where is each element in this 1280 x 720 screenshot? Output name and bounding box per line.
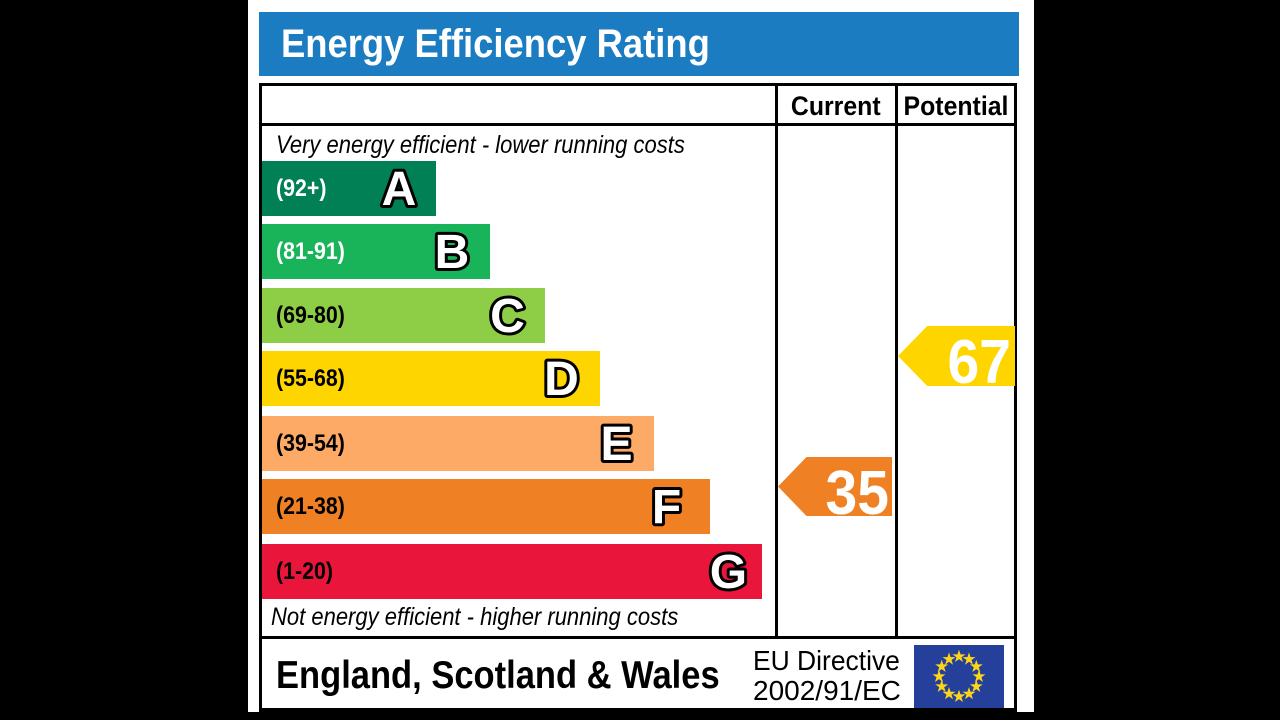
- svg-text:G: G: [710, 546, 747, 599]
- svg-text:C: C: [490, 290, 525, 343]
- svg-text:F: F: [652, 481, 681, 534]
- svg-text:A: A: [382, 163, 417, 216]
- svg-text:D: D: [544, 353, 579, 406]
- svg-text:E: E: [600, 418, 632, 471]
- svg-text:B: B: [435, 226, 470, 279]
